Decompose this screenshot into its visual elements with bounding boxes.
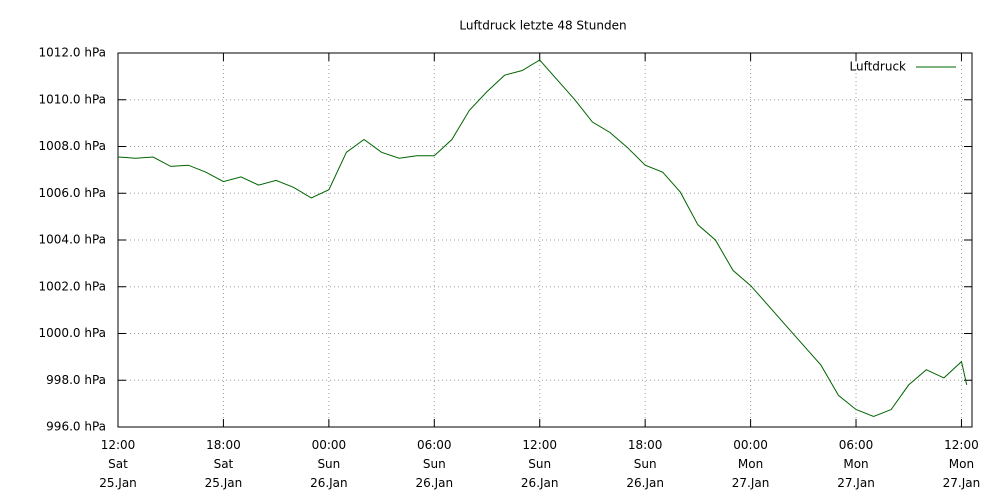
- y-tick-label: 1006.0 hPa: [39, 186, 106, 200]
- x-tick-label: 00:00 Mon 27.Jan: [731, 438, 770, 490]
- y-tick-label: 1010.0 hPa: [39, 92, 106, 106]
- y-tick-label: 1002.0 hPa: [39, 279, 106, 293]
- y-tick-label: 996.0 hPa: [46, 420, 106, 434]
- x-tick-label: 12:00 Sat 25.Jan: [99, 438, 137, 490]
- x-tick-label: 18:00 Sat 25.Jan: [204, 438, 243, 490]
- chart-title: Luftdruck letzte 48 Stunden: [459, 19, 626, 33]
- x-tick-label: 18:00 Sun 26.Jan: [626, 438, 664, 490]
- legend-label: Luftdruck: [849, 60, 906, 74]
- y-tick-label: 1000.0 hPa: [39, 326, 106, 340]
- plot-border: [117, 52, 973, 428]
- x-tick-label: 06:00 Mon 27.Jan: [837, 438, 875, 490]
- y-tick-label: 1008.0 hPa: [39, 139, 106, 153]
- x-tick-label: 12:00 Mon 27.Jan: [942, 438, 981, 490]
- y-tick-label: 1004.0 hPa: [39, 233, 106, 247]
- y-tick-label: 1012.0 hPa: [39, 46, 106, 60]
- y-tick-label: 998.0 hPa: [46, 373, 106, 387]
- x-tick-label: 00:00 Sun 26.Jan: [310, 438, 348, 490]
- x-tick-label: 06:00 Sun 26.Jan: [415, 438, 454, 490]
- line: [117, 59, 968, 418]
- x-tick-label: 12:00 Sun 26.Jan: [520, 438, 559, 490]
